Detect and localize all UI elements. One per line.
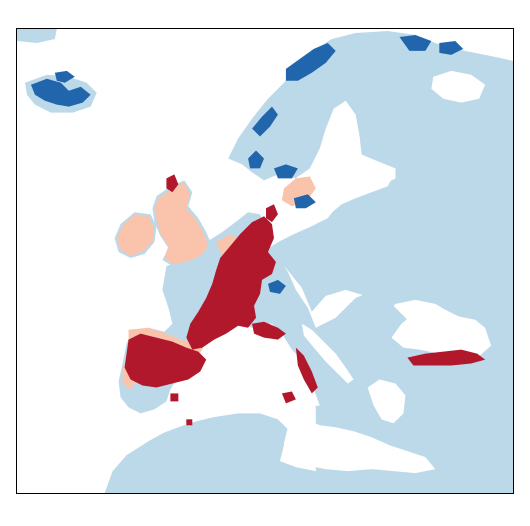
water-adriatic — [301, 323, 354, 384]
dark-red-turkey-coast — [407, 349, 486, 366]
blue-alps — [267, 279, 286, 294]
blue-south-norway — [273, 164, 298, 179]
dark-red-sicily — [281, 391, 296, 404]
blue-layer — [30, 34, 464, 294]
light-red-britain — [154, 182, 209, 264]
dark-red-scotland — [166, 174, 179, 193]
europe-distribution-map — [17, 29, 513, 493]
dark-red-france-germany — [186, 216, 276, 350]
land-north-africa — [104, 413, 456, 493]
dark-red-iberia — [124, 333, 207, 388]
water-aegean — [367, 379, 406, 424]
dark-red-italy-south — [295, 347, 318, 394]
dark-red-italy-north — [252, 321, 286, 340]
land-top-left-strip — [17, 29, 57, 43]
dark-red-africa-spot — [186, 419, 193, 426]
water-tyrrhenian — [267, 337, 320, 408]
water-black-sea — [391, 307, 486, 358]
blue-norway-mountains — [248, 150, 265, 169]
blue-norway-coast — [252, 106, 278, 137]
blue-lapland — [399, 34, 432, 51]
blue-top-strip — [439, 40, 464, 55]
water-mediterranean — [162, 365, 436, 474]
blue-iceland-north — [54, 70, 75, 83]
dark-red-scandinavia-spot — [265, 204, 278, 223]
dark-red-layer — [124, 174, 486, 426]
map-frame — [16, 28, 514, 494]
light-red-ireland — [116, 214, 155, 257]
dark-red-spain-spot — [170, 393, 179, 402]
blue-iceland — [30, 78, 91, 107]
blue-sweden-east — [293, 194, 316, 209]
blue-norway-north — [285, 42, 336, 81]
water-white-sea — [431, 70, 486, 103]
